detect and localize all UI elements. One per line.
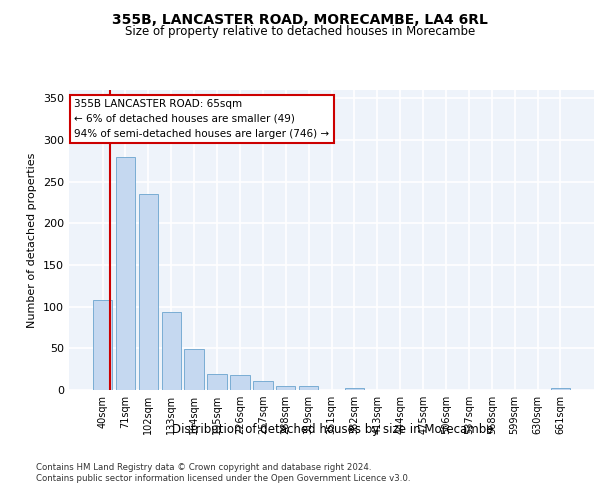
Bar	[299, 386, 319, 390]
Text: Distribution of detached houses by size in Morecambe: Distribution of detached houses by size …	[172, 422, 494, 436]
Bar	[551, 388, 570, 390]
Text: Contains public sector information licensed under the Open Government Licence v3: Contains public sector information licen…	[36, 474, 410, 483]
Text: 355B, LANCASTER ROAD, MORECAMBE, LA4 6RL: 355B, LANCASTER ROAD, MORECAMBE, LA4 6RL	[112, 12, 488, 26]
Bar	[139, 194, 158, 390]
Bar	[93, 300, 112, 390]
Bar	[184, 349, 204, 390]
Y-axis label: Number of detached properties: Number of detached properties	[28, 152, 37, 328]
Bar	[161, 312, 181, 390]
Text: Contains HM Land Registry data © Crown copyright and database right 2024.: Contains HM Land Registry data © Crown c…	[36, 462, 371, 471]
Text: 355B LANCASTER ROAD: 65sqm
← 6% of detached houses are smaller (49)
94% of semi-: 355B LANCASTER ROAD: 65sqm ← 6% of detac…	[74, 99, 329, 138]
Bar	[116, 156, 135, 390]
Bar	[276, 386, 295, 390]
Bar	[208, 374, 227, 390]
Bar	[230, 375, 250, 390]
Bar	[253, 381, 272, 390]
Bar	[344, 388, 364, 390]
Text: Size of property relative to detached houses in Morecambe: Size of property relative to detached ho…	[125, 25, 475, 38]
